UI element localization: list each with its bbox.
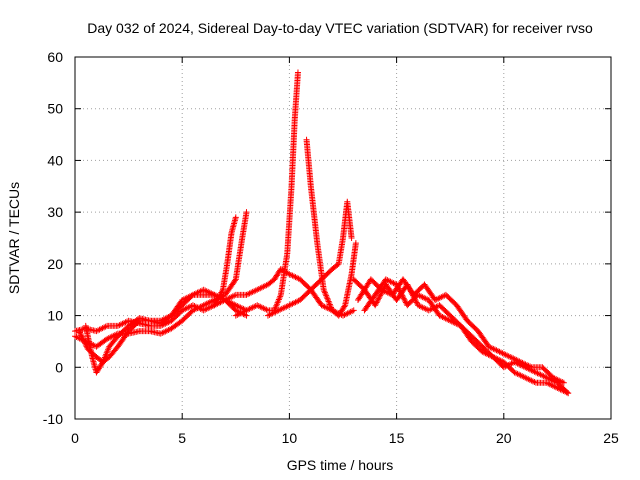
series-track-9 [350, 276, 572, 397]
data-points-track-6 [232, 69, 301, 319]
x-tick-label: 20 [496, 430, 512, 446]
x-tick-label: 5 [178, 430, 186, 446]
y-tick-label: 50 [47, 101, 63, 117]
series-track-10 [355, 276, 567, 386]
data-points-track-1 [72, 214, 239, 335]
chart-title: Day 032 of 2024, Sidereal Day-to-day VTE… [87, 20, 593, 36]
data-points-track-11 [361, 276, 572, 397]
y-tick-label: 40 [47, 152, 63, 168]
series-track-1 [72, 214, 239, 335]
axis-ticks: 0 5 10 15 20 25 -10 0 10 20 30 40 50 60 [43, 49, 619, 446]
data-points-track-7 [303, 136, 357, 319]
y-tick-label: 20 [47, 256, 63, 272]
data-marks [72, 69, 572, 397]
series-track-8 [264, 198, 355, 319]
x-tick-label: 15 [389, 430, 405, 446]
y-tick-label: -10 [43, 411, 63, 427]
data-points-track-8 [264, 198, 355, 319]
data-points-track-10 [355, 276, 567, 386]
y-tick-label: 10 [47, 308, 63, 324]
series-track-6 [232, 69, 301, 319]
x-tick-label: 25 [603, 430, 619, 446]
y-axis-label: SDTVAR / TECUs [6, 182, 22, 294]
x-tick-label: 0 [71, 430, 79, 446]
series-track-11 [361, 276, 572, 397]
data-points-track-9 [350, 276, 572, 397]
x-tick-label: 10 [282, 430, 298, 446]
y-tick-label: 60 [47, 49, 63, 65]
y-tick-label: 0 [55, 359, 63, 375]
x-axis-label: GPS time / hours [287, 457, 394, 473]
series-track-7 [303, 136, 357, 319]
y-tick-label: 30 [47, 204, 63, 220]
plot-frame [74, 56, 612, 420]
